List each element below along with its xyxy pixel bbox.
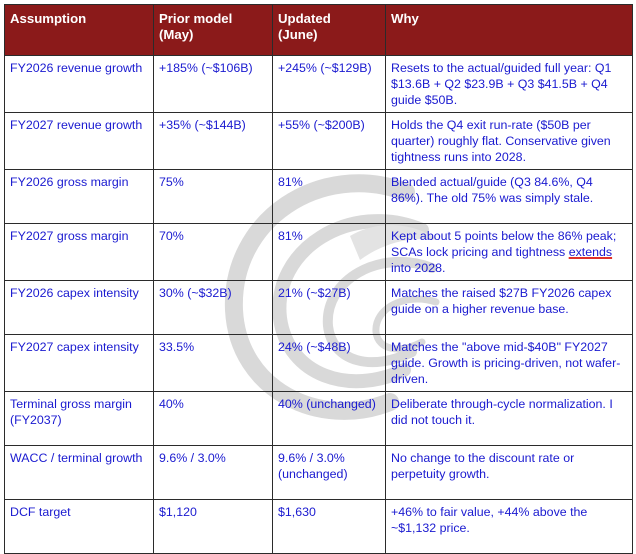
header-why: Why bbox=[385, 4, 633, 56]
why-text: Kept about 5 points below the 86% peak; … bbox=[391, 229, 617, 259]
assumptions-table: Assumption Prior model (May) Updated (Ju… bbox=[4, 4, 633, 554]
table-row: FY2027 gross margin 70% 81% Kept about 5… bbox=[4, 223, 633, 281]
cell-updated: 81% bbox=[272, 169, 386, 224]
header-row: Assumption Prior model (May) Updated (Ju… bbox=[4, 4, 633, 56]
cell-prior: 75% bbox=[153, 169, 273, 224]
cell-why: Resets to the actual/guided full year: Q… bbox=[385, 55, 633, 113]
cell-updated: 40% (unchanged) bbox=[272, 391, 386, 446]
cell-why: Blended actual/guide (Q3 84.6%, Q4 86%).… bbox=[385, 169, 633, 224]
spellcheck-underlined-word: extends bbox=[568, 245, 613, 259]
table-row: DCF target $1,120 $1,630 +46% to fair va… bbox=[4, 499, 633, 554]
table-row: Terminal gross margin (FY2037) 40% 40% (… bbox=[4, 391, 633, 446]
cell-why: Matches the "above mid-$40B" FY2027 guid… bbox=[385, 334, 633, 392]
cell-updated: 24% (~$48B) bbox=[272, 334, 386, 392]
cell-assumption: DCF target bbox=[4, 499, 154, 554]
cell-assumption: FY2027 gross margin bbox=[4, 223, 154, 281]
cell-updated: 81% bbox=[272, 223, 386, 281]
cell-updated: +245% (~$129B) bbox=[272, 55, 386, 113]
cell-prior: +185% (~$106B) bbox=[153, 55, 273, 113]
cell-assumption: Terminal gross margin (FY2037) bbox=[4, 391, 154, 446]
cell-prior: $1,120 bbox=[153, 499, 273, 554]
cell-prior: +35% (~$144B) bbox=[153, 112, 273, 170]
cell-prior: 33.5% bbox=[153, 334, 273, 392]
cell-assumption: WACC / terminal growth bbox=[4, 445, 154, 500]
table-row: FY2026 capex intensity 30% (~$32B) 21% (… bbox=[4, 280, 633, 335]
header-updated: Updated (June) bbox=[272, 4, 386, 56]
cell-why: +46% to fair value, +44% above the ~$1,1… bbox=[385, 499, 633, 554]
cell-why: Deliberate through-cycle normalization. … bbox=[385, 391, 633, 446]
cell-prior: 40% bbox=[153, 391, 273, 446]
cell-why: Kept about 5 points below the 86% peak; … bbox=[385, 223, 633, 281]
cell-assumption: FY2026 gross margin bbox=[4, 169, 154, 224]
table-row: FY2026 revenue growth +185% (~$106B) +24… bbox=[4, 55, 633, 113]
header-assumption: Assumption bbox=[4, 4, 154, 56]
cell-why: No change to the discount rate or perpet… bbox=[385, 445, 633, 500]
table-row: FY2026 gross margin 75% 81% Blended actu… bbox=[4, 169, 633, 224]
cell-assumption: FY2026 revenue growth bbox=[4, 55, 154, 113]
cell-prior: 30% (~$32B) bbox=[153, 280, 273, 335]
cell-updated: $1,630 bbox=[272, 499, 386, 554]
cell-updated: +55% (~$200B) bbox=[272, 112, 386, 170]
cell-updated: 9.6% / 3.0% (unchanged) bbox=[272, 445, 386, 500]
cell-updated: 21% (~$27B) bbox=[272, 280, 386, 335]
cell-assumption: FY2027 capex intensity bbox=[4, 334, 154, 392]
cell-assumption: FY2026 capex intensity bbox=[4, 280, 154, 335]
cell-assumption: FY2027 revenue growth bbox=[4, 112, 154, 170]
table-row: WACC / terminal growth 9.6% / 3.0% 9.6% … bbox=[4, 445, 633, 500]
cell-prior: 70% bbox=[153, 223, 273, 281]
header-prior-model: Prior model (May) bbox=[153, 4, 273, 56]
table-row: FY2027 revenue growth +35% (~$144B) +55%… bbox=[4, 112, 633, 170]
table-row: FY2027 capex intensity 33.5% 24% (~$48B)… bbox=[4, 334, 633, 392]
why-text: into 2028. bbox=[391, 261, 446, 275]
cell-why: Holds the Q4 exit run-rate ($50B per qua… bbox=[385, 112, 633, 170]
cell-prior: 9.6% / 3.0% bbox=[153, 445, 273, 500]
cell-why: Matches the raised $27B FY2026 capex gui… bbox=[385, 280, 633, 335]
